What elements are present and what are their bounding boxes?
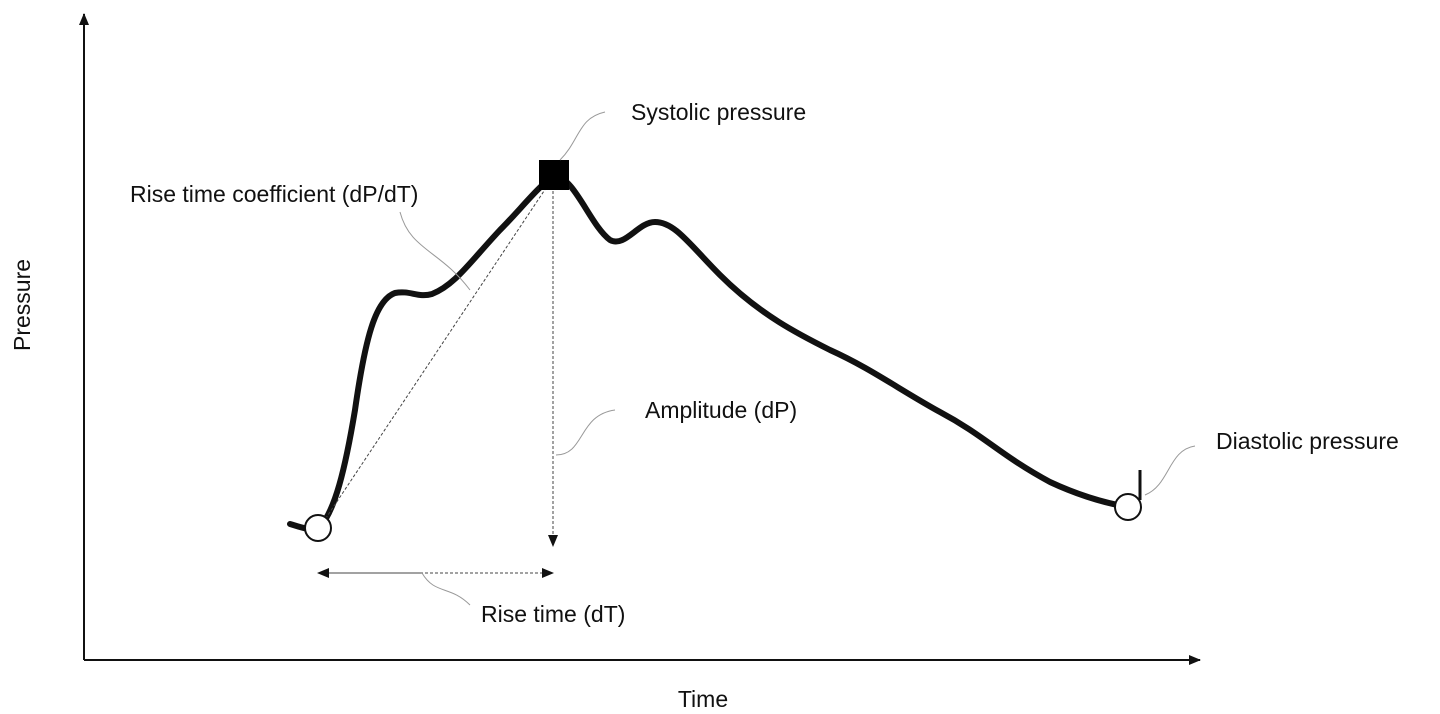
slope-line: [319, 181, 551, 528]
annotation: Systolic pressure: [631, 99, 806, 125]
annotation: Rise time coefficient (dP/dT): [130, 181, 418, 207]
leader: [1144, 445, 1196, 496]
annotation: Amplitude (dP): [645, 397, 797, 423]
diastolic-marker: [1114, 493, 1142, 521]
x-axis-label: Time: [678, 686, 728, 712]
leader: [559, 111, 606, 161]
leader: [421, 572, 471, 606]
annotation: Diastolic pressure: [1216, 428, 1399, 454]
y-axis-label: Pressure: [9, 259, 35, 351]
leader: [399, 211, 471, 291]
pressure-waveform: [287, 171, 1131, 533]
systolic-marker: [539, 160, 569, 190]
annotation: Rise time (dT): [481, 601, 625, 627]
leader: [555, 409, 616, 456]
start-marker: [304, 514, 332, 542]
